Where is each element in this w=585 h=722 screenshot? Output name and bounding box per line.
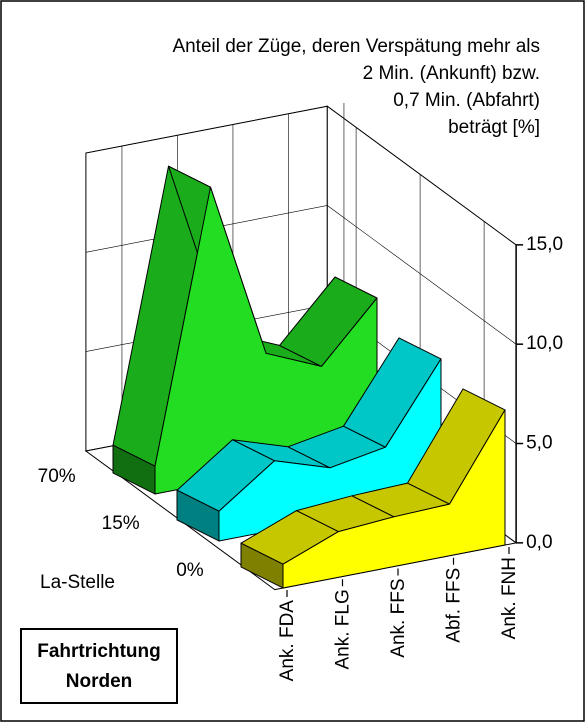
y-tick-label: 15,0 [526, 234, 563, 255]
x-tick-label: Ank. FDA [277, 600, 298, 682]
depth-label: 15% [102, 513, 140, 534]
x-tick-label: Ank. FNH [499, 557, 520, 639]
title-line: Anteil der Züge, deren Verspätung mehr a… [172, 36, 540, 57]
depth-axis-label: La-Stelle [40, 572, 115, 593]
annotation: Norden [66, 671, 133, 692]
ribbon-front [282, 409, 506, 589]
title-line: 2 Min. (Ankunft) bzw. [363, 63, 540, 84]
y-tick-label: 0,0 [526, 532, 552, 553]
y-tick-label: 5,0 [526, 433, 552, 454]
x-tick-label: Abf. FFS [444, 568, 465, 643]
grid-line [85, 105, 517, 246]
x-tick-label: Ank. FFS [388, 579, 409, 658]
y-tick-label: 10,0 [526, 333, 563, 354]
plot: 0,0 5,0 10,0 15,0 Ank. FDA Ank. FLG Ank. FFS Ab… [38, 102, 563, 682]
annotation: Fahrtrichtung [37, 641, 161, 662]
x-tick-label: Ank. FLG [333, 589, 354, 669]
depth-label: 0% [176, 560, 204, 581]
title-line: beträgt [%] [448, 117, 540, 138]
depth-label: 70% [38, 466, 76, 487]
annotation-box [20, 628, 178, 704]
title-line: 0,7 Min. (Abfahrt) [393, 90, 540, 111]
